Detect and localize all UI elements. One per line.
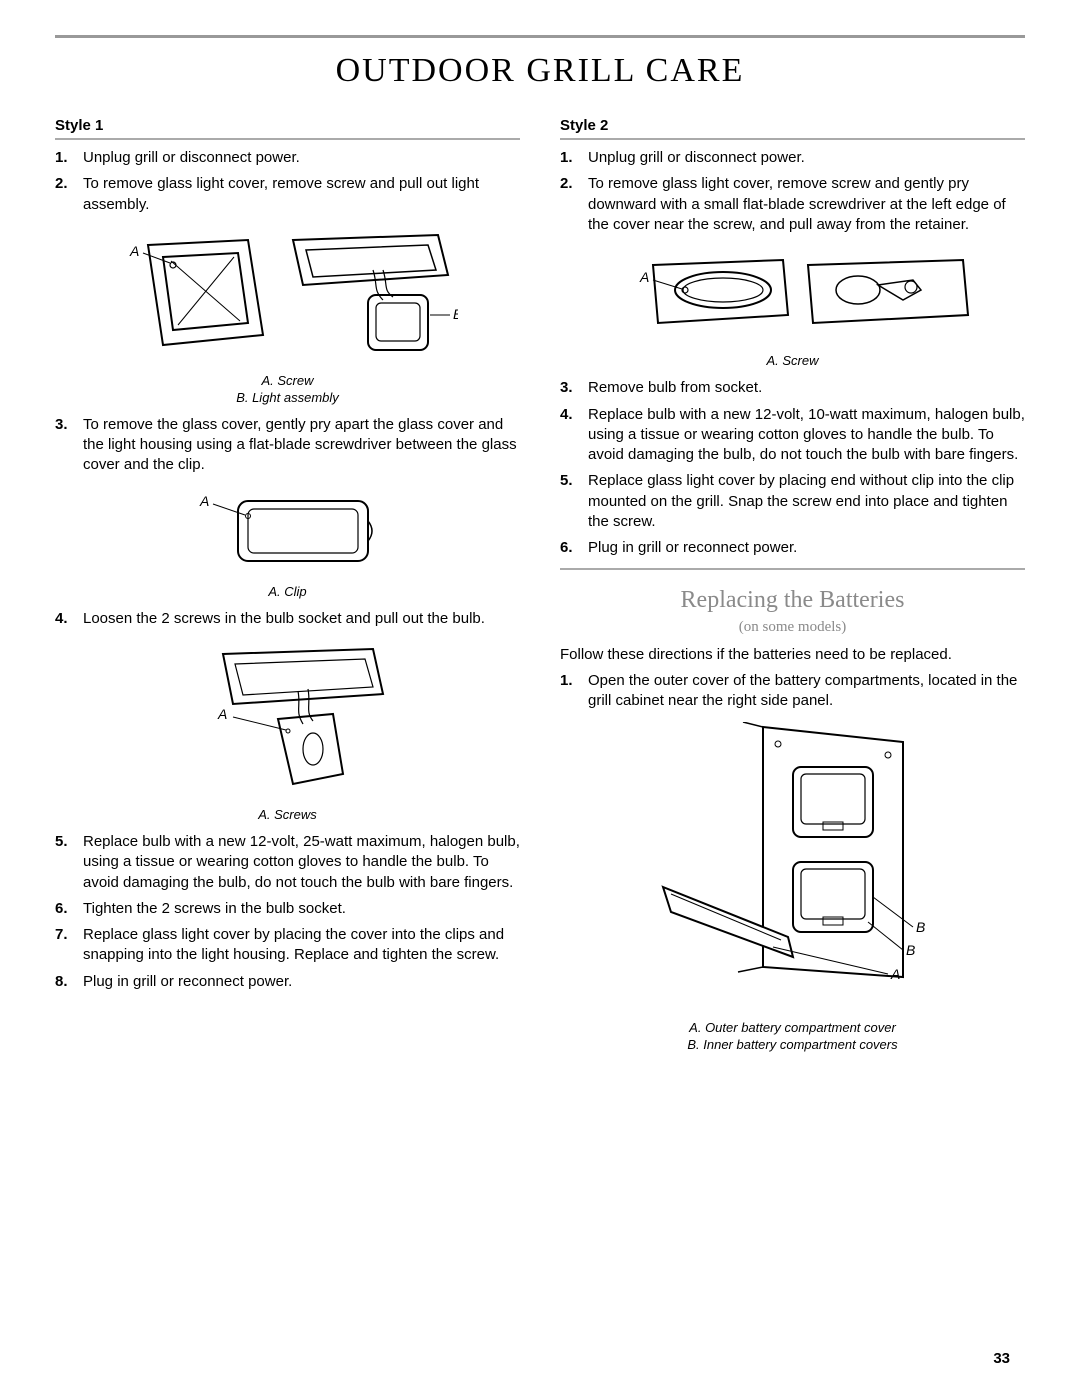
list-item: Unplug grill or disconnect power. <box>55 148 520 168</box>
two-column-layout: Style 1 Unplug grill or disconnect power… <box>55 116 1025 1062</box>
figure-label-b: B <box>453 306 458 322</box>
figure-caption: A. Outer battery compartment cover B. In… <box>560 1020 1025 1054</box>
figure-caption: A. Screw B. Light assembly <box>55 373 520 407</box>
figure-caption: A. Screw <box>560 353 1025 370</box>
list-item: Plug in grill or reconnect power. <box>560 538 1025 558</box>
list-item: Replace glass light cover by placing the… <box>55 925 520 966</box>
section-rule <box>560 568 1025 570</box>
page-title: OUTDOOR GRILL CARE <box>55 48 1025 94</box>
caption-line: A. Outer battery compartment cover <box>689 1020 896 1035</box>
list-item: Loosen the 2 screws in the bulb socket a… <box>55 609 520 629</box>
left-column: Style 1 Unplug grill or disconnect power… <box>55 116 520 1062</box>
style1-steps-cont3: Replace bulb with a new 12-volt, 25-watt… <box>55 832 520 992</box>
battery-title: Replacing the Batteries <box>560 584 1025 616</box>
figure-caption: A. Clip <box>55 584 520 601</box>
list-item: To remove the glass cover, gently pry ap… <box>55 415 520 476</box>
list-item: Unplug grill or disconnect power. <box>560 148 1025 168</box>
style1-header: Style 1 <box>55 116 520 140</box>
figure-label-a: A <box>129 243 139 259</box>
caption-line: B. Light assembly <box>236 390 339 405</box>
figure-label-b: B <box>906 942 915 958</box>
battery-steps: Open the outer cover of the battery comp… <box>560 671 1025 712</box>
figure-label-b: B <box>916 919 925 935</box>
caption-line: A. Screw <box>261 373 313 388</box>
figure-label-a: A <box>890 966 900 982</box>
list-item: Remove bulb from socket. <box>560 378 1025 398</box>
style1-steps-cont2: Loosen the 2 screws in the bulb socket a… <box>55 609 520 629</box>
list-item: To remove glass light cover, remove scre… <box>55 174 520 215</box>
list-item: To remove glass light cover, remove scre… <box>560 174 1025 235</box>
style2-header: Style 2 <box>560 116 1025 140</box>
style2-steps-cont: Remove bulb from socket. Replace bulb wi… <box>560 378 1025 558</box>
style1-figure1: A B <box>55 225 520 407</box>
style1-figure2: A A. Clip <box>55 486 520 601</box>
battery-subtitle: (on some models) <box>560 617 1025 637</box>
list-item: Replace glass light cover by placing end… <box>560 471 1025 532</box>
battery-figure: B B A A. Outer battery compartment cover… <box>560 722 1025 1054</box>
list-item: Replace bulb with a new 12-volt, 25-watt… <box>55 832 520 893</box>
right-column: Style 2 Unplug grill or disconnect power… <box>560 116 1025 1062</box>
style1-steps: Unplug grill or disconnect power. To rem… <box>55 148 520 215</box>
style1-steps-cont: To remove the glass cover, gently pry ap… <box>55 415 520 476</box>
list-item: Replace bulb with a new 12-volt, 10-watt… <box>560 405 1025 466</box>
battery-intro: Follow these directions if the batteries… <box>560 645 1025 665</box>
caption-line: B. Inner battery compartment covers <box>687 1037 897 1052</box>
style1-figure3: A A. Screws <box>55 639 520 824</box>
figure-label-a: A <box>217 706 227 722</box>
style2-figure1: A A. Screw <box>560 245 1025 370</box>
section-rule <box>55 35 1025 38</box>
list-item: Tighten the 2 screws in the bulb socket. <box>55 899 520 919</box>
figure-label-a: A <box>639 269 649 285</box>
list-item: Open the outer cover of the battery comp… <box>560 671 1025 712</box>
style2-steps: Unplug grill or disconnect power. To rem… <box>560 148 1025 235</box>
figure-label-a: A <box>199 493 209 509</box>
figure-caption: A. Screws <box>55 807 520 824</box>
page-number: 33 <box>993 1349 1010 1369</box>
list-item: Plug in grill or reconnect power. <box>55 972 520 992</box>
